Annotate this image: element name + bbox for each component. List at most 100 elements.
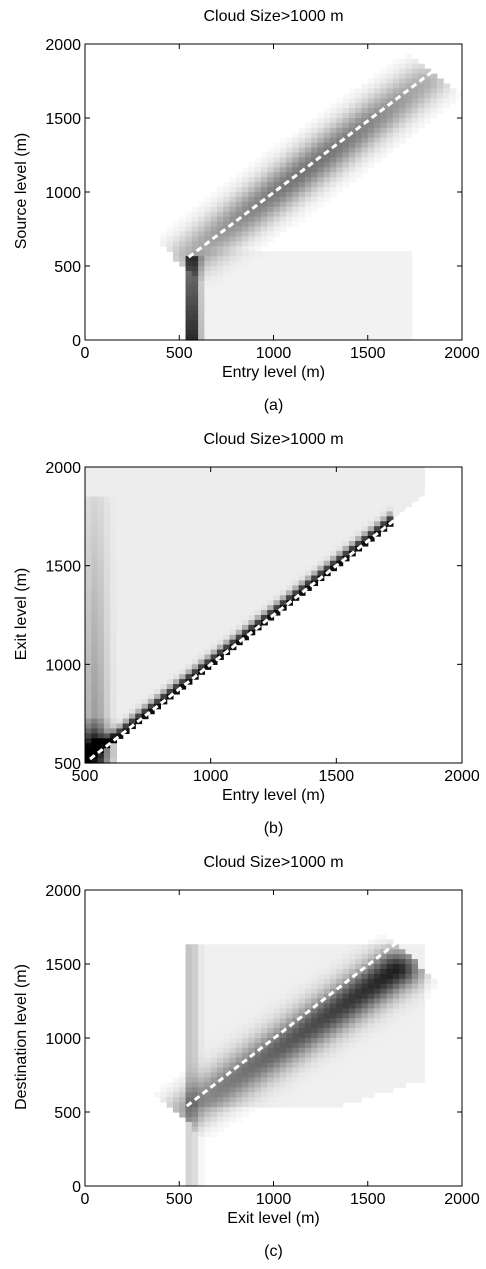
heatmap-cell bbox=[399, 968, 407, 975]
heatmap-cell bbox=[418, 1018, 425, 1024]
axes-frame bbox=[84, 466, 463, 764]
heatmap-cell bbox=[405, 949, 413, 955]
heatmap-cell bbox=[141, 585, 149, 591]
heatmap-cell bbox=[204, 1121, 212, 1128]
heatmap-cell bbox=[386, 73, 394, 80]
heatmap-cell bbox=[260, 330, 268, 336]
heatmap-cell bbox=[110, 669, 118, 675]
heatmap-cell bbox=[128, 545, 136, 552]
heatmap-cell bbox=[399, 1042, 407, 1049]
heatmap-cell bbox=[248, 167, 256, 173]
heatmap-cell bbox=[235, 978, 243, 985]
heatmap-cell bbox=[298, 157, 306, 163]
heatmap-cell bbox=[298, 550, 306, 557]
heatmap-cell bbox=[185, 959, 193, 965]
heatmap-cell bbox=[273, 251, 281, 257]
heatmap-cell bbox=[216, 1102, 224, 1108]
heatmap-cell bbox=[323, 172, 331, 178]
heatmap-cell bbox=[160, 595, 168, 601]
heatmap-cell bbox=[323, 1097, 331, 1103]
heatmap-cell bbox=[172, 531, 180, 537]
heatmap-cell bbox=[242, 1072, 249, 1079]
heatmap-cell bbox=[235, 275, 243, 282]
heatmap-cell bbox=[311, 157, 319, 163]
heatmap-cell bbox=[166, 236, 174, 242]
heatmap-cell bbox=[374, 261, 381, 267]
heatmap-cell bbox=[298, 545, 306, 552]
heatmap-cell bbox=[386, 335, 394, 341]
heatmap-cell bbox=[323, 1028, 331, 1034]
heatmap-cell bbox=[424, 108, 432, 114]
heatmap-cell bbox=[336, 545, 344, 552]
heatmap-cell bbox=[154, 664, 161, 670]
heatmap-cell bbox=[304, 335, 312, 341]
heatmap-cell bbox=[317, 275, 325, 282]
heatmap-cell bbox=[292, 993, 300, 1000]
heatmap-cell bbox=[85, 486, 92, 493]
heatmap-cell bbox=[304, 251, 312, 257]
heatmap-cell bbox=[317, 541, 325, 547]
heatmap-cell bbox=[160, 664, 168, 670]
heatmap-cell bbox=[374, 1023, 381, 1029]
heatmap-cell bbox=[204, 1077, 212, 1083]
heatmap-cell bbox=[311, 511, 319, 517]
heatmap-cell bbox=[191, 545, 199, 552]
heatmap-cell bbox=[128, 511, 136, 517]
heatmap-cell bbox=[298, 1062, 306, 1069]
heatmap-cell bbox=[103, 467, 111, 473]
heatmap-cell bbox=[229, 526, 237, 532]
heatmap-cell bbox=[367, 1042, 375, 1049]
heatmap-cell bbox=[128, 639, 136, 646]
heatmap-cell bbox=[103, 634, 111, 641]
heatmap-cell bbox=[122, 545, 130, 552]
heatmap-cell bbox=[311, 1052, 319, 1059]
heatmap-cell bbox=[166, 1097, 174, 1103]
heatmap-cell bbox=[317, 256, 325, 262]
heatmap-cell bbox=[411, 98, 419, 104]
heatmap-cell bbox=[355, 983, 363, 990]
heatmap-cell bbox=[198, 550, 205, 557]
heatmap-cell bbox=[342, 1047, 350, 1054]
heatmap-cell bbox=[267, 491, 275, 498]
heatmap-cell bbox=[342, 300, 350, 307]
heatmap-cell bbox=[286, 157, 293, 163]
heatmap-cell bbox=[210, 1102, 218, 1108]
heatmap-cell bbox=[298, 1082, 306, 1088]
heatmap-cell bbox=[311, 122, 319, 129]
heatmap-cell bbox=[430, 113, 438, 119]
heatmap-cell bbox=[242, 610, 249, 616]
heatmap-cell bbox=[355, 275, 363, 282]
heatmap-cell bbox=[292, 973, 300, 980]
heatmap-cell bbox=[418, 1003, 425, 1009]
heatmap-cell bbox=[216, 270, 224, 277]
heatmap-cell bbox=[185, 501, 193, 508]
heatmap-cell bbox=[216, 516, 224, 522]
heatmap-cell bbox=[267, 954, 275, 960]
heatmap-cell bbox=[374, 959, 381, 965]
heatmap-cell bbox=[110, 545, 118, 552]
heatmap-cell bbox=[418, 988, 425, 995]
heatmap-cell bbox=[235, 1052, 243, 1059]
heatmap-cell bbox=[399, 137, 407, 144]
heatmap-cell bbox=[292, 137, 300, 144]
heatmap-cell bbox=[311, 998, 319, 1005]
heatmap-cell bbox=[172, 615, 180, 621]
heatmap-cell bbox=[91, 654, 99, 660]
heatmap-cell bbox=[160, 615, 168, 621]
heatmap-cell bbox=[323, 310, 331, 316]
heatmap-cell bbox=[286, 944, 293, 950]
heatmap-cell bbox=[336, 1028, 344, 1034]
heatmap-cell bbox=[286, 550, 293, 557]
x-tick-label: 500 bbox=[166, 345, 193, 362]
heatmap-cell bbox=[191, 634, 199, 641]
heatmap-cell bbox=[210, 221, 218, 228]
heatmap-cell bbox=[336, 555, 344, 562]
heatmap-cell bbox=[198, 320, 205, 326]
heatmap-cell bbox=[298, 481, 306, 488]
heatmap-cell bbox=[122, 703, 130, 710]
heatmap-cell bbox=[135, 629, 143, 636]
heatmap-cell bbox=[286, 285, 293, 292]
heatmap-cell bbox=[141, 580, 149, 586]
heatmap-cell bbox=[311, 560, 319, 567]
heatmap-cell bbox=[304, 570, 312, 577]
